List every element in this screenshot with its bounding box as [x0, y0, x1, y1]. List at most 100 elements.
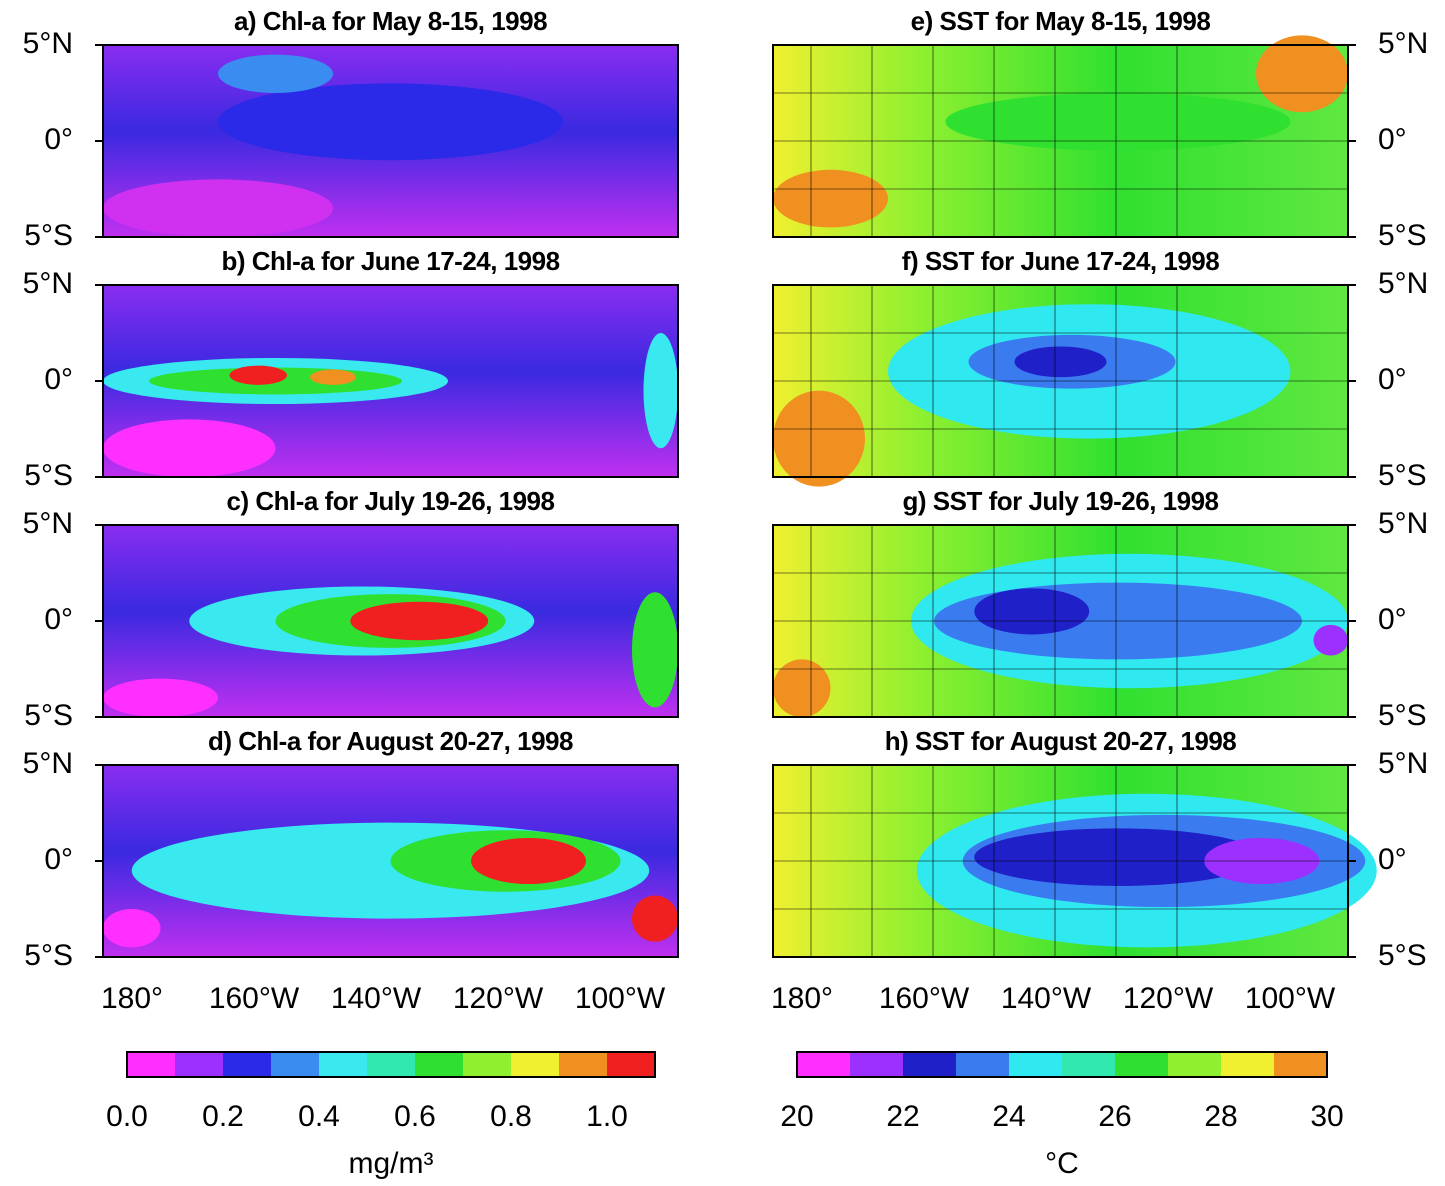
map-feature — [1313, 624, 1348, 656]
longitude-label: 100°W — [575, 982, 666, 1015]
panel-title: b) Chl-a for June 17-24, 1998 — [221, 246, 559, 276]
colorbar-segment — [511, 1052, 560, 1077]
colorbar-frame — [796, 1051, 1328, 1078]
latitude-label: 5°N — [1378, 27, 1428, 60]
colorbar-segment — [1168, 1052, 1222, 1077]
colorbar-unit: mg/m³ — [349, 1147, 434, 1180]
panel-title: a) Chl-a for May 8-15, 1998 — [234, 6, 547, 36]
colorbar-segment — [319, 1052, 368, 1077]
colorbar-segment — [1062, 1052, 1116, 1077]
map-feature — [350, 601, 489, 641]
colorbar-tick-label: 0.8 — [490, 1100, 532, 1133]
colorbar-segment — [1009, 1052, 1063, 1077]
map-feature — [974, 588, 1090, 635]
colorbar-tick-label: 30 — [1310, 1100, 1343, 1133]
latitude-label: 0° — [1378, 123, 1407, 156]
map-feature — [773, 390, 865, 487]
longitude-label: 140°W — [331, 982, 422, 1015]
map-feature — [103, 419, 276, 478]
colorbar-tick-label: 26 — [1098, 1100, 1131, 1133]
latitude-label: 0° — [1378, 843, 1407, 876]
map-feature — [471, 837, 586, 885]
longitude-label: 160°W — [209, 982, 300, 1015]
colorbar-segment — [463, 1052, 512, 1077]
colorbar-tick-label: 1.0 — [586, 1100, 628, 1133]
colorbar-tick-label: 0.4 — [298, 1100, 340, 1133]
colorbar-tick-label: 0.0 — [106, 1100, 148, 1133]
latitude-label: 5°S — [1378, 939, 1427, 972]
map-feature — [643, 333, 678, 449]
colorbar-segment — [797, 1052, 851, 1077]
colorbar-segment — [175, 1052, 224, 1077]
latitude-label: 0° — [1378, 603, 1407, 636]
latitude-label: 5°N — [1378, 267, 1428, 300]
colorbar-tick-label: 24 — [992, 1100, 1025, 1133]
colorbar-unit: °C — [1045, 1147, 1079, 1180]
map-feature — [773, 659, 831, 717]
map-feature — [632, 592, 678, 708]
panel-title: c) Chl-a for July 19-26, 1998 — [227, 486, 555, 516]
map-feature — [945, 93, 1291, 151]
map-feature — [1256, 35, 1348, 113]
panel-title: d) Chl-a for August 20-27, 1998 — [208, 726, 573, 756]
map-feature — [103, 909, 161, 948]
colorbar-tick-label: 0.6 — [394, 1100, 436, 1133]
latitude-label: 5°S — [1378, 459, 1427, 492]
longitude-label: 180° — [101, 982, 163, 1015]
colorbar-segment — [607, 1052, 656, 1077]
colorbar-frame — [126, 1051, 656, 1078]
latitude-label: 5°N — [23, 267, 73, 300]
map-feature — [229, 365, 287, 385]
map-feature — [310, 369, 356, 385]
colorbar-segment — [127, 1052, 176, 1077]
longitude-label: 180° — [771, 982, 833, 1015]
latitude-label: 5°N — [1378, 507, 1428, 540]
colorbar-segment — [559, 1052, 608, 1077]
colorbar-segment — [223, 1052, 272, 1077]
latitude-label: 5°N — [23, 747, 73, 780]
colorbar-segment — [1115, 1052, 1169, 1077]
longitude-label: 120°W — [1123, 982, 1214, 1015]
map-feature — [1014, 346, 1107, 378]
colorbar-tick-label: 0.2 — [202, 1100, 244, 1133]
panel-title: g) SST for July 19-26, 1998 — [903, 486, 1219, 516]
colorbar-segment — [1221, 1052, 1275, 1077]
colorbar-segment — [850, 1052, 904, 1077]
panel-title: f) SST for June 17-24, 1998 — [902, 246, 1219, 276]
colorbar-segment — [1274, 1052, 1328, 1077]
longitude-label: 120°W — [453, 982, 544, 1015]
latitude-label: 5°S — [24, 219, 73, 252]
map-feature — [974, 828, 1262, 886]
colorbar-tick-label: 28 — [1204, 1100, 1237, 1133]
latitude-label: 0° — [44, 603, 73, 636]
map-feature — [218, 54, 333, 93]
latitude-label: 0° — [44, 363, 73, 396]
map-feature — [103, 179, 333, 237]
latitude-label: 5°S — [24, 459, 73, 492]
latitude-label: 0° — [44, 123, 73, 156]
latitude-label: 5°N — [1378, 747, 1428, 780]
longitude-label: 160°W — [879, 982, 970, 1015]
colorbar-tick-label: 22 — [886, 1100, 919, 1133]
colorbar-segment — [367, 1052, 416, 1077]
colorbar-segment — [415, 1052, 464, 1077]
panel-title: h) SST for August 20-27, 1998 — [885, 726, 1237, 756]
longitude-label: 140°W — [1001, 982, 1092, 1015]
latitude-label: 5°S — [1378, 219, 1427, 252]
latitude-label: 0° — [44, 843, 73, 876]
latitude-label: 5°N — [23, 507, 73, 540]
longitude-label: 100°W — [1245, 982, 1336, 1015]
latitude-label: 5°S — [1378, 699, 1427, 732]
map-feature — [103, 678, 218, 717]
map-feature — [218, 83, 563, 161]
map-feature — [632, 895, 678, 942]
colorbar-segment — [956, 1052, 1010, 1077]
latitude-label: 5°S — [24, 939, 73, 972]
colorbar-segment — [903, 1052, 957, 1077]
latitude-label: 5°S — [24, 699, 73, 732]
colorbar-segment — [271, 1052, 320, 1077]
map-feature — [773, 169, 888, 228]
colorbar-tick-label: 20 — [780, 1100, 813, 1133]
latitude-label: 5°N — [23, 27, 73, 60]
